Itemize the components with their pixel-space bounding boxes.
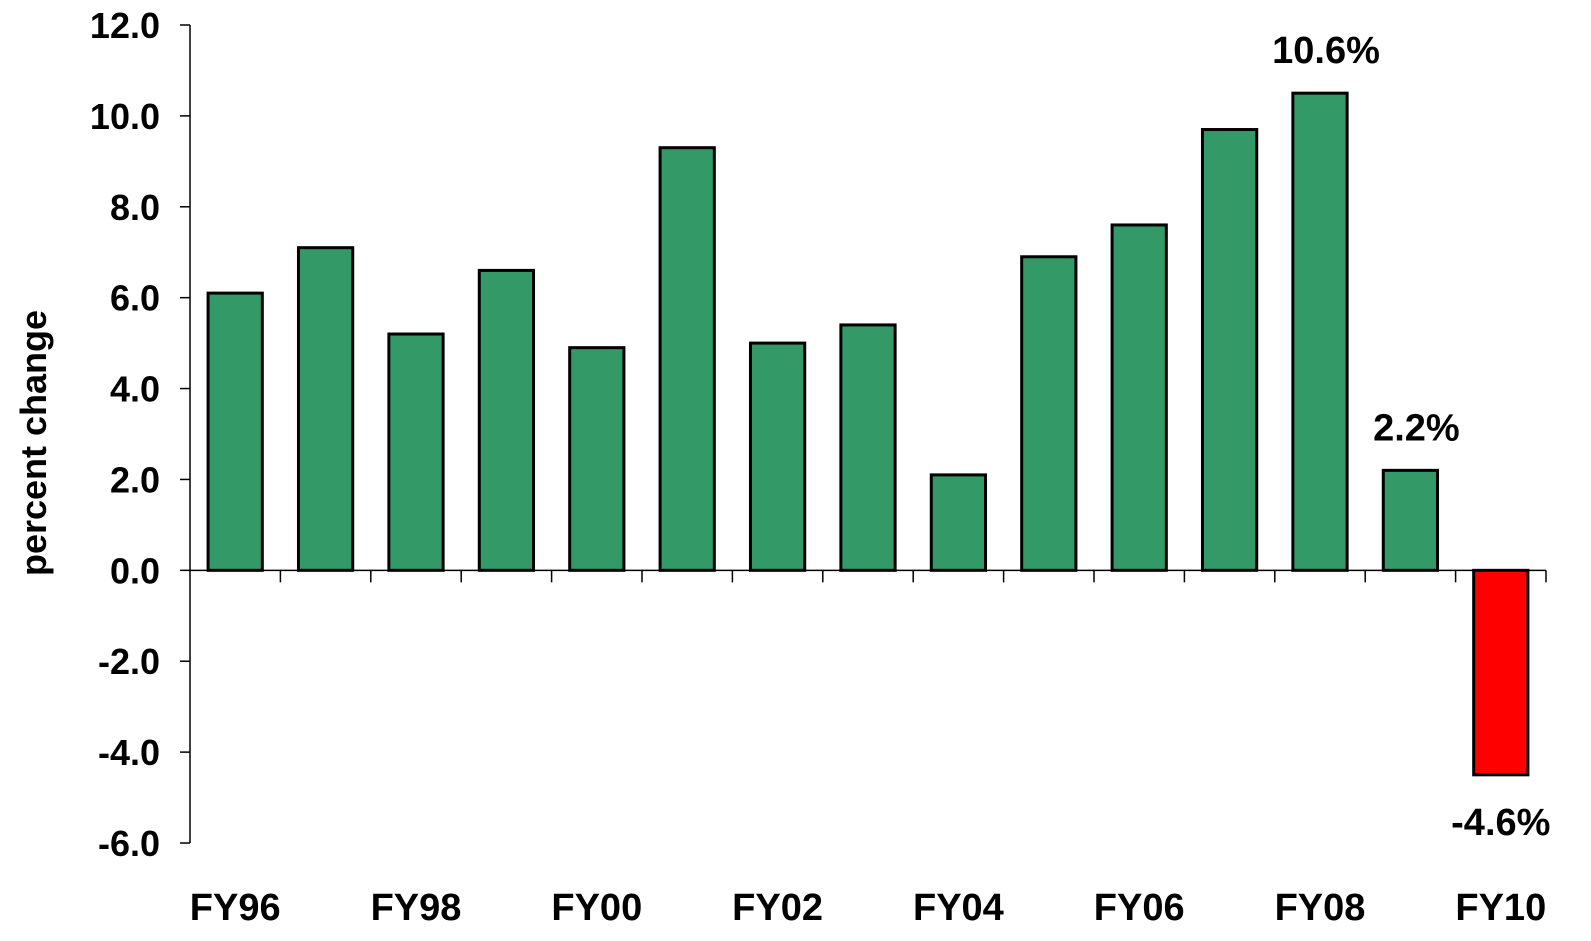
y-tick-label: -2.0 — [98, 641, 160, 682]
data-label: -4.6% — [1451, 802, 1550, 844]
x-tick-label: FY96 — [190, 887, 281, 929]
bars — [206, 91, 1530, 777]
bar-FY02 — [748, 341, 807, 572]
bar-FY98 — [387, 332, 445, 572]
bar-FY04 — [929, 473, 988, 572]
bar-FY99 — [477, 268, 536, 572]
y-tick-label: 8.0 — [110, 187, 160, 228]
y-tick-label: 2.0 — [110, 459, 160, 500]
data-label: 10.6% — [1272, 30, 1380, 72]
y-tick-label: 6.0 — [110, 278, 160, 319]
bar-FY97 — [296, 246, 355, 572]
y-axis-title-group: percent change — [13, 310, 54, 576]
bar-FY07 — [1200, 128, 1259, 572]
y-tick-label: -4.0 — [98, 732, 160, 773]
x-tick-label: FY02 — [732, 887, 823, 929]
data-labels: 10.6% 2.2% -4.6% — [1272, 30, 1550, 844]
x-tick-label: FY98 — [371, 887, 462, 929]
data-label: 2.2% — [1373, 407, 1460, 449]
y-axis-title: percent change — [13, 310, 54, 576]
bar-FY00 — [568, 346, 626, 572]
bar-FY06 — [1110, 223, 1168, 572]
y-tick-label: 4.0 — [110, 369, 160, 410]
y-tick-label: 0.0 — [110, 550, 160, 591]
x-tick-label: FY08 — [1275, 887, 1366, 929]
bar-FY08 — [1291, 91, 1349, 572]
y-tick-label: 10.0 — [90, 96, 160, 137]
x-tick-label: FY00 — [551, 887, 642, 929]
bar-FY03 — [839, 323, 897, 572]
y-tick-label: 12.0 — [90, 5, 160, 46]
bar-FY09 — [1381, 468, 1440, 572]
x-tick-label: FY04 — [913, 887, 1004, 929]
bar-FY01 — [658, 146, 716, 572]
y-axis: -6.0 -4.0 -2.0 0.0 2.0 4.0 6.0 8.0 10.0 12.0 — [90, 5, 191, 864]
y-tick-label: -6.0 — [98, 823, 160, 864]
bar-FY10 — [1472, 568, 1530, 777]
x-tick-label: FY10 — [1455, 887, 1546, 929]
x-axis: FY96 FY98 FY00 FY02 FY04 FY06 FY08 FY10 — [190, 569, 1547, 929]
bar-FY96 — [206, 291, 264, 572]
bar-FY05 — [1020, 255, 1078, 572]
x-tick-label: FY06 — [1094, 887, 1185, 929]
